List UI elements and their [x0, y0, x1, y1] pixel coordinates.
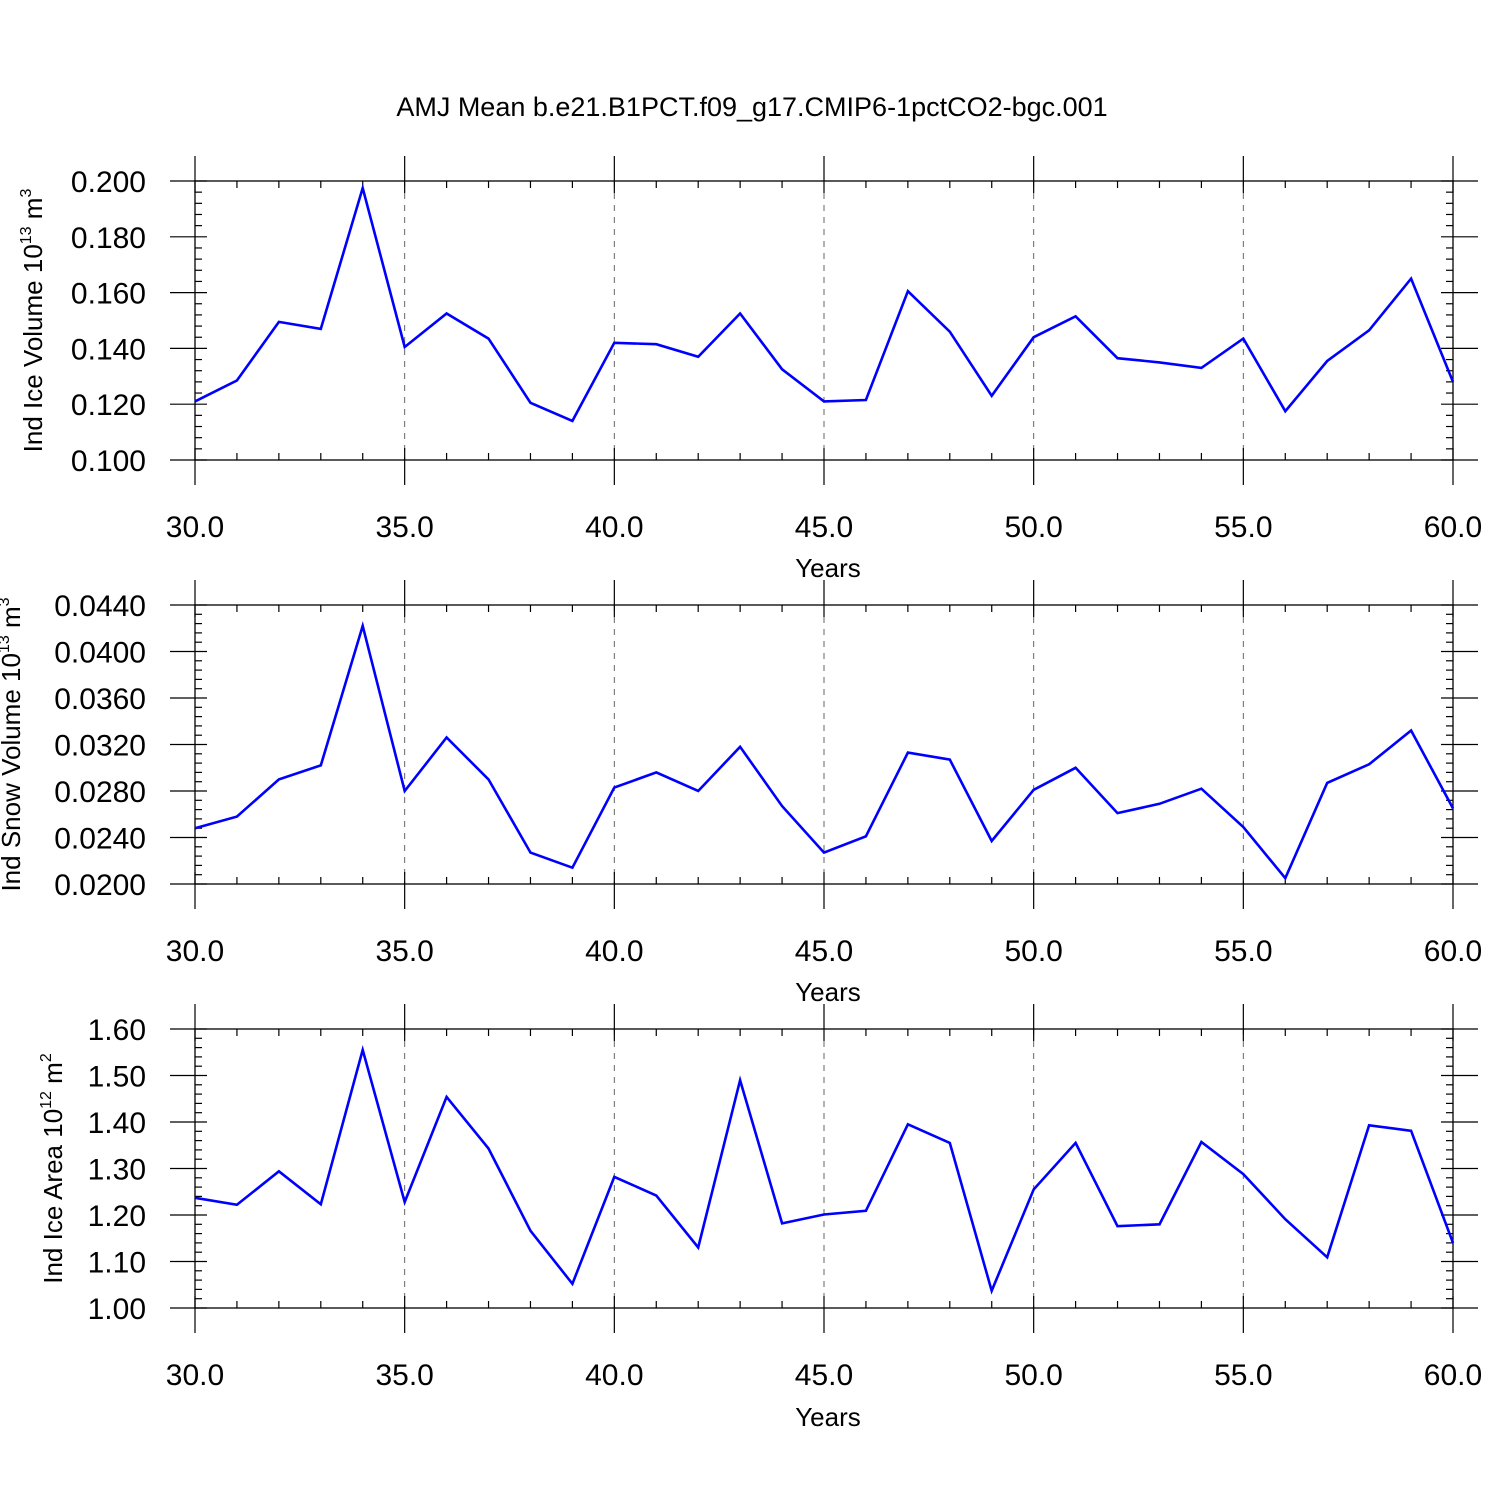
x-tick-label: 30.0 [166, 1359, 224, 1392]
y-axis-label: Ind Snow Volume 1013 m3 [0, 597, 26, 891]
ice-area-panel: 30.0 35.0 40.0 45.0 50.0 55.0 60.0 1.00 1.10 1.20… [38, 1004, 1482, 1432]
x-tick-label: 35.0 [375, 1359, 433, 1392]
x-tick-label: 35.0 [375, 935, 433, 968]
x-tick-label: 60.0 [1424, 935, 1482, 968]
y-tick-label: 0.200 [71, 166, 146, 199]
x-tick-label: 45.0 [795, 1359, 853, 1392]
figure-title: AMJ Mean b.e21.B1PCT.f09_g17.CMIP6-1pctC… [396, 92, 1107, 122]
y-tick-label: 0.0400 [54, 637, 146, 670]
x-tick-label: 40.0 [585, 1359, 643, 1392]
y-tick-label: 0.160 [71, 278, 146, 311]
y-tick-label: 0.0360 [54, 683, 146, 716]
y-tick-label: 1.50 [88, 1061, 146, 1094]
y-tick-label: 0.180 [71, 222, 146, 255]
x-tick-label: 50.0 [1004, 1359, 1062, 1392]
y-tick-label: 0.0440 [54, 590, 146, 623]
y-tick-label: 1.20 [88, 1200, 146, 1233]
y-tick-label: 0.0240 [54, 823, 146, 856]
x-tick-label: 55.0 [1214, 935, 1272, 968]
x-tick-label: 50.0 [1004, 511, 1062, 544]
x-tick-label: 55.0 [1214, 1359, 1272, 1392]
snow-volume-panel: 30.0 35.0 40.0 45.0 50.0 55.0 60.0 0.0200 0.0240… [0, 580, 1482, 1007]
y-tick-label: 1.10 [88, 1247, 146, 1280]
x-tick-label: 55.0 [1214, 511, 1272, 544]
ice-volume-panel: 30.0 35.0 40.0 45.0 50.0 55.0 60.0 0.100 0.120 0.… [18, 156, 1482, 583]
y-tick-label: 0.0320 [54, 730, 146, 763]
x-axis-label: Years [795, 977, 861, 1007]
y-tick-label: 0.100 [71, 445, 146, 478]
x-tick-label: 35.0 [375, 511, 433, 544]
x-axis-label: Years [795, 553, 861, 583]
x-tick-label: 60.0 [1424, 511, 1482, 544]
y-axis-label: Ind Ice Volume 1013 m3 [18, 189, 48, 453]
y-axis-label: Ind Ice Area 1012 m2 [38, 1053, 68, 1284]
y-tick-label: 0.140 [71, 333, 146, 366]
x-tick-label: 40.0 [585, 511, 643, 544]
x-tick-label: 30.0 [166, 511, 224, 544]
y-tick-label: 1.60 [88, 1014, 146, 1047]
y-tick-label: 1.40 [88, 1107, 146, 1140]
series-line [194, 1044, 1455, 1295]
y-tick-label: 1.00 [88, 1293, 146, 1326]
y-tick-label: 0.0280 [54, 776, 146, 809]
y-tick-label: 1.30 [88, 1154, 146, 1187]
x-tick-label: 45.0 [795, 935, 853, 968]
y-tick-label: 0.120 [71, 389, 146, 422]
series-line [194, 183, 1455, 423]
series-line [194, 621, 1455, 881]
x-tick-label: 45.0 [795, 511, 853, 544]
x-tick-label: 50.0 [1004, 935, 1062, 968]
x-tick-label: 40.0 [585, 935, 643, 968]
x-axis-label: Years [795, 1402, 861, 1432]
x-tick-label: 60.0 [1424, 1359, 1482, 1392]
y-tick-label: 0.0200 [54, 869, 146, 902]
x-tick-label: 30.0 [166, 935, 224, 968]
